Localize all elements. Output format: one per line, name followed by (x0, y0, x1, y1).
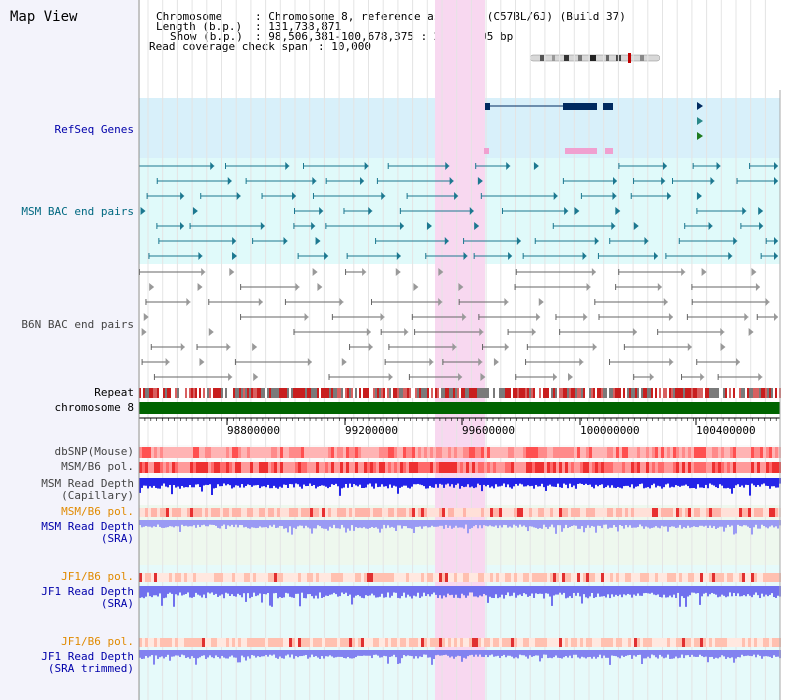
page-title: Map View (10, 9, 78, 25)
track-label-msm-b6-pol[interactable]: MSM/B6 pol. (61, 460, 134, 473)
track-label-msm-bac[interactable]: MSM BAC end pairs (21, 205, 134, 218)
chromosome-bar[interactable] (139, 402, 780, 414)
ruler-tick-label: 99600000 (462, 424, 515, 437)
track-label-refseq[interactable]: RefSeq Genes (54, 123, 134, 136)
label-column (0, 0, 138, 700)
selection-highlight (435, 0, 485, 700)
length-value: : 131,738,871 (255, 20, 342, 33)
msm-read-depth-capillary[interactable] (139, 478, 781, 496)
ruler-tick-label: 98800000 (227, 424, 280, 437)
jf1-b6-pol-trimmed-heatmap[interactable] (139, 638, 781, 647)
ruler-tick-label: 100400000 (696, 424, 756, 437)
chromosome-ideogram[interactable] (530, 53, 660, 63)
track-label-msm-depth-capillary[interactable]: MSM Read Depth (41, 477, 134, 490)
track-label-jf1-b6-pol[interactable]: JF1/B6 pol. (61, 570, 134, 583)
track-label-msm-b6-pol-sra[interactable]: MSM/B6 pol. (61, 505, 134, 518)
show-key: Show (b.p.) (170, 30, 243, 43)
track-label-dbsnp[interactable]: dbSNP(Mouse) (54, 445, 134, 458)
track-label-jf1-depth-sra-sub: (SRA) (100, 597, 134, 610)
b6n-bac-end-pairs[interactable] (139, 268, 778, 381)
repeat-track[interactable] (139, 388, 781, 398)
ruler-tick-label: 100000000 (580, 424, 640, 437)
ruler-tick-label: 99200000 (345, 424, 398, 437)
refseq-gene-features[interactable] (484, 102, 703, 154)
track-label-b6n-bac[interactable]: B6N BAC end pairs (21, 318, 134, 331)
grid-lines (147, 0, 766, 700)
track-label-msm-depth-sra[interactable]: MSM Read Depth (41, 520, 134, 533)
track-label-jf1-b6-pol-trimmed[interactable]: JF1/B6 pol. (61, 635, 134, 648)
track-label-jf1-depth-sra[interactable]: JF1 Read Depth (41, 585, 134, 598)
msm-bac-end-pairs[interactable] (138, 162, 778, 260)
msm-b6-pol-heatmap[interactable] (139, 462, 781, 473)
msm-b6-pol-sra-heatmap[interactable] (139, 508, 781, 517)
msm-read-depth-sra[interactable] (139, 520, 781, 535)
track-label-msm-depth-sra-sub: (SRA) (100, 532, 134, 545)
dbsnp-heatmap[interactable] (139, 447, 781, 458)
length-key: Length (b.p.) (156, 20, 243, 33)
track-label-jf1-depth-trimmed[interactable]: JF1 Read Depth (41, 650, 134, 663)
coverage-value: : 10,000 (318, 40, 371, 53)
position-ruler (138, 417, 780, 425)
track-label-repeat[interactable]: Repeat (94, 386, 134, 399)
track-label-chromosome[interactable]: chromosome 8 (54, 401, 134, 414)
jf1-read-depth-sra[interactable] (139, 586, 781, 607)
track-label-msm-depth-capillary-sub: (Capillary) (61, 489, 134, 502)
jf1-read-depth-trimmed[interactable] (139, 650, 781, 665)
jf1-b6-pol-heatmap[interactable] (139, 573, 781, 582)
track-label-jf1-depth-trimmed-sub: (SRA trimmed) (47, 662, 134, 675)
chromosome-key: Chromosome (156, 10, 223, 23)
